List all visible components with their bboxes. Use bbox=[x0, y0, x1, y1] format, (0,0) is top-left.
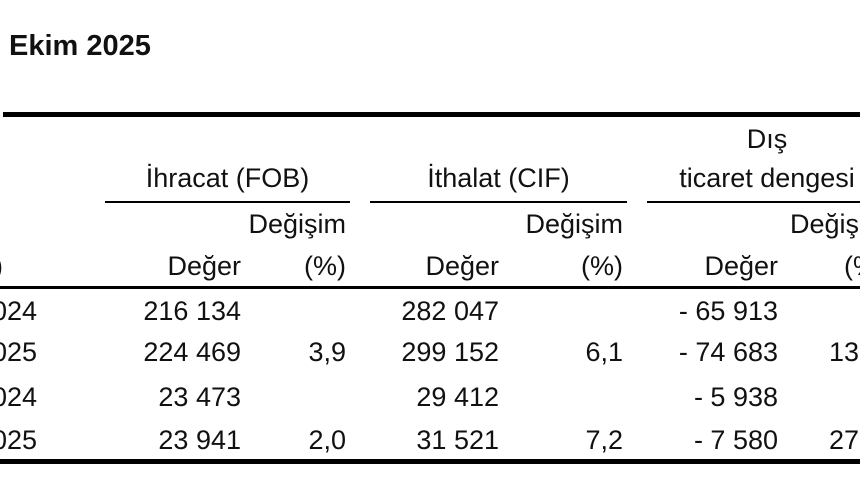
imports-value-cell: 29 412 bbox=[416, 382, 499, 412]
exports-pct-cell bbox=[226, 384, 346, 411]
exports-value-cell: 23 473 bbox=[158, 382, 241, 412]
imports-value-cell: 282 047 bbox=[401, 296, 499, 326]
balance-value-cell: - 5 938 bbox=[693, 382, 778, 412]
balance-change-header: Değişim bbox=[790, 209, 860, 239]
balance-value-cell: - 7 580 bbox=[693, 425, 778, 455]
imports-value-cell: 299 152 bbox=[401, 337, 499, 367]
imports-value-header: Değer bbox=[425, 251, 499, 281]
imports-pct-header: (%) bbox=[581, 251, 623, 281]
col-group-exports-label: İhracat (FOB) bbox=[145, 163, 310, 193]
exports-value-cell: 216 134 bbox=[143, 296, 241, 326]
exports-pct-cell: 3,9 bbox=[308, 337, 346, 367]
col-group-imports-underline bbox=[370, 201, 627, 203]
table-bottom-rule bbox=[0, 459, 860, 464]
imports-pct-cell: 7,2 bbox=[585, 425, 623, 455]
exports-value-cell: 23 941 bbox=[158, 425, 241, 455]
balance-pct-cell-clipped: 13 bbox=[829, 337, 860, 367]
page-title: Ekim 2025 bbox=[9, 30, 151, 62]
balance-pct-header: (%) bbox=[844, 251, 860, 281]
exports-value-cell: 224 469 bbox=[143, 337, 241, 367]
col-group-balance-label-line1: Dış bbox=[746, 124, 788, 154]
imports-pct-cell bbox=[503, 298, 623, 325]
col-group-balance-underline bbox=[647, 201, 860, 203]
row-label: 024 bbox=[0, 382, 38, 412]
exports-value-header: Değer bbox=[167, 251, 241, 281]
row-label: 025 bbox=[0, 337, 38, 367]
balance-pct-cell bbox=[829, 384, 860, 411]
header-body-divider-rule bbox=[0, 286, 860, 289]
table-top-rule bbox=[3, 112, 860, 117]
exports-pct-cell: 2,0 bbox=[308, 425, 346, 455]
balance-value-cell: - 65 913 bbox=[678, 296, 778, 326]
imports-pct-cell bbox=[503, 384, 623, 411]
col-group-balance-label-line2: ticaret dengesi bbox=[679, 163, 855, 193]
clipped-stub-char-fragment: ) bbox=[0, 253, 6, 280]
row-label: 024 bbox=[0, 296, 38, 326]
col-group-imports-label: İthalat (CIF) bbox=[427, 163, 570, 193]
balance-value-header: Değer bbox=[704, 251, 778, 281]
exports-pct-header: (%) bbox=[304, 251, 346, 281]
imports-value-cell: 31 521 bbox=[416, 425, 499, 455]
imports-pct-cell: 6,1 bbox=[585, 337, 623, 367]
balance-pct-cell bbox=[829, 298, 860, 325]
imports-change-header: Değişim bbox=[525, 209, 623, 239]
balance-value-cell: - 74 683 bbox=[678, 337, 778, 367]
exports-pct-cell bbox=[226, 298, 346, 325]
exports-change-header: Değişim bbox=[248, 209, 346, 239]
row-label: 025 bbox=[0, 425, 38, 455]
col-group-exports-underline bbox=[105, 201, 350, 203]
balance-pct-cell-clipped: 27 bbox=[829, 425, 860, 455]
